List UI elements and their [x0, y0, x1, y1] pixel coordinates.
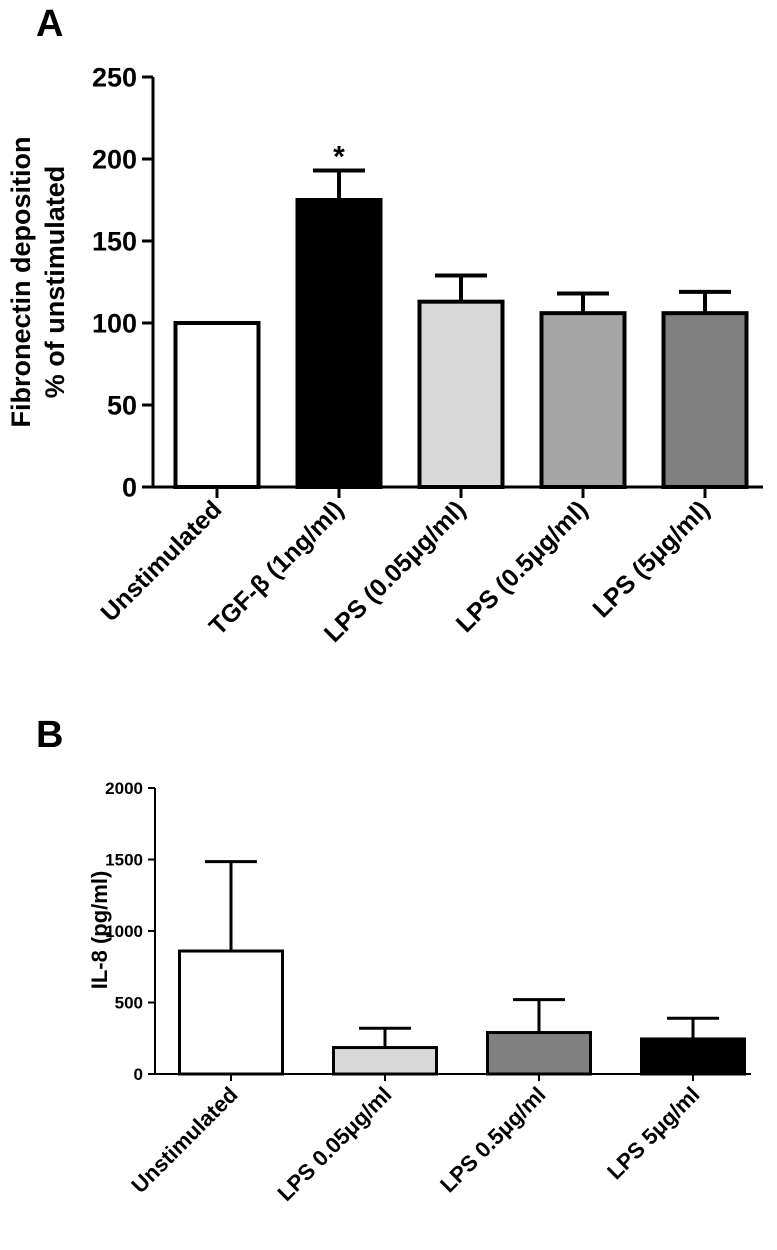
panel-b-x-tick-labels: Unstimulated LPS 0.05μg/ml LPS 0.5μg/ml LPS… — [126, 1082, 704, 1206]
panel-b-letter: B — [36, 714, 63, 756]
panel-a-y-tick-label: 50 — [107, 391, 137, 421]
panel-b-y-tick-label: 1000 — [105, 922, 143, 941]
panel-a-letter: A — [36, 3, 63, 45]
panel-b-y-axis-title: IL-8 (pg/ml) — [87, 871, 112, 990]
panel-a-y-tick-label: 0 — [122, 473, 137, 503]
panel-b-x-tick-label: LPS 5μg/ml — [602, 1082, 704, 1184]
panel-a-significance-star: * — [333, 140, 345, 173]
panel-b-chart: B IL-8 (pg/ml) 0 500 1000 1500 2000 Unstimul… — [36, 714, 751, 1206]
panel-b-x-tick-label: LPS 0.05μg/ml — [273, 1082, 397, 1206]
panel-b-y-tick-label: 1500 — [105, 851, 143, 870]
panel-a-y-axis-title-line2: % of unstimulated — [40, 166, 70, 399]
panel-b-bar — [178, 949, 284, 1076]
panel-b-y-tick-label: 0 — [134, 1065, 143, 1084]
panel-a-bar — [661, 311, 749, 489]
panel-a-y-ticks: 0 50 100 150 200 250 — [92, 63, 763, 503]
panel-a-chart: A Fibronectin deposition % of unstimulat… — [6, 3, 763, 648]
panel-a-x-tick-label: Unstimulated — [95, 495, 227, 627]
panel-a-y-tick-label: 200 — [92, 145, 137, 175]
panel-a-y-tick-label: 150 — [92, 227, 137, 257]
panel-b-bar — [486, 1031, 592, 1076]
panel-a-y-tick-label: 100 — [92, 309, 137, 339]
panel-a-x-tick-label: LPS (0.5μg/ml) — [451, 495, 594, 638]
panel-a-bar — [539, 311, 627, 489]
panel-a-x-tick-label: LPS (5μg/ml) — [587, 495, 715, 623]
panel-b-bar — [640, 1037, 746, 1076]
panel-a-bar — [417, 299, 505, 489]
panel-b-x-tick-label: Unstimulated — [126, 1082, 242, 1198]
panel-b-x-tick-label: LPS 0.5μg/ml — [435, 1082, 550, 1197]
panel-b-bar — [332, 1046, 438, 1076]
panel-a-y-axis-title-line1: Fibronectin deposition — [6, 137, 36, 428]
panel-b-y-tick-label: 2000 — [105, 779, 143, 798]
panel-a-bars: * — [173, 140, 749, 489]
panel-a-bar — [173, 321, 261, 489]
panel-a-y-tick-label: 250 — [92, 63, 137, 93]
panel-a-bar — [295, 198, 383, 489]
panel-b-bars — [178, 860, 746, 1076]
panel-b-y-tick-label: 500 — [115, 994, 143, 1013]
